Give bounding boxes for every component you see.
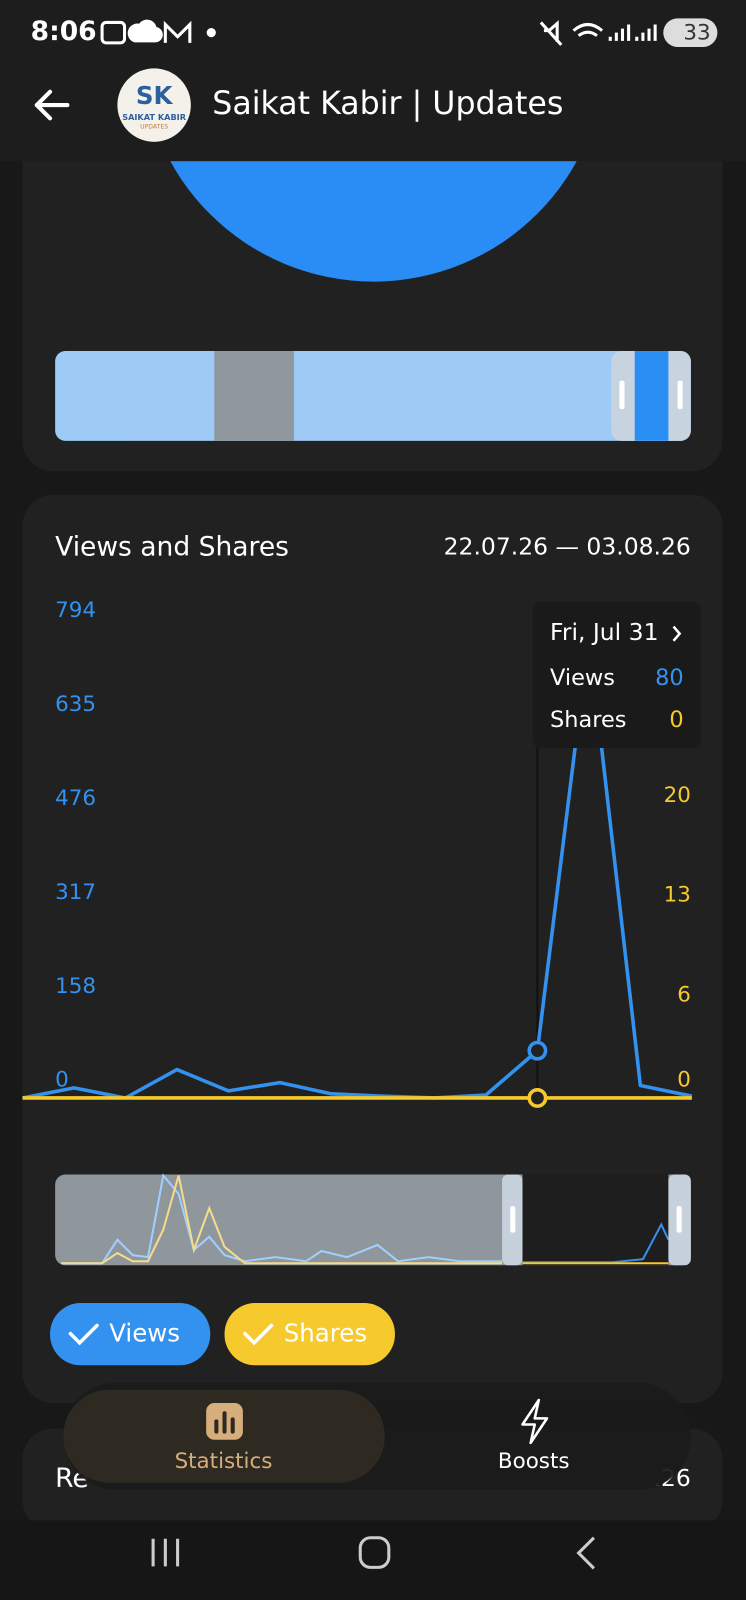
legend: Views Shares	[50, 1303, 395, 1366]
battery-level: 33	[683, 21, 710, 46]
plot: 0 158 317 476 635 794 0 6 13 20	[22, 598, 693, 1108]
back-button[interactable]	[34, 89, 70, 121]
legend-label[interactable]: Shares	[284, 1319, 367, 1348]
y-tick-label: 476	[55, 786, 96, 811]
highlight-point	[527, 1040, 548, 1061]
tooltip-value: 0	[669, 707, 683, 733]
boosts-icon[interactable]	[521, 1398, 549, 1445]
minimap-line	[61, 1173, 503, 1265]
slider-window	[634, 351, 669, 441]
minimap-line	[61, 1175, 503, 1265]
status-time: 8:06	[31, 16, 97, 47]
y2-tick-label: 6	[677, 982, 691, 1007]
tooltip-label: Shares	[550, 707, 626, 733]
home[interactable]	[358, 1536, 391, 1569]
slider-segment	[214, 351, 294, 441]
recent-apps[interactable]	[151, 1538, 180, 1567]
legend-toggle[interactable]	[50, 1303, 211, 1366]
y-tick-label: 794	[55, 598, 96, 623]
avatar-name: SAIKAT KABIR	[122, 112, 187, 122]
status-icons	[100, 19, 657, 46]
check-icon	[68, 1323, 99, 1346]
y-tick-label: 158	[55, 974, 96, 999]
handle-grip	[677, 380, 683, 410]
battery	[663, 18, 718, 47]
tooltip-label: Views	[550, 665, 615, 691]
tooltip-date: Fri, Jul 31	[550, 618, 658, 646]
highlight-point	[527, 1088, 548, 1108]
legend-toggle[interactable]	[224, 1303, 395, 1366]
avatar[interactable]	[117, 68, 191, 142]
avatar-initials: SK	[136, 81, 174, 110]
app-bar	[0, 0, 746, 162]
handle-grip	[510, 1206, 516, 1233]
avatar-sub: UPDATES	[140, 124, 168, 131]
handle-grip	[676, 1206, 682, 1233]
tooltip-value: 80	[655, 665, 684, 691]
minimap-window	[522, 1174, 669, 1266]
check-icon	[243, 1323, 274, 1346]
y-tick-label: 317	[55, 880, 96, 905]
nav-label[interactable]: Boosts	[498, 1449, 570, 1474]
y-tick-label: 635	[55, 692, 96, 717]
nav-label[interactable]: Statistics	[175, 1449, 273, 1474]
system-nav	[0, 1520, 746, 1600]
y2-tick-label: 13	[664, 883, 691, 908]
tooltip-box	[532, 602, 702, 748]
y2-tick-label: 0	[677, 1068, 691, 1093]
channel-title: Saikat Kabir | Updates	[212, 86, 563, 122]
legend-label[interactable]: Views	[109, 1319, 180, 1348]
y-tick-label: 0	[55, 1068, 69, 1093]
y2-tick-label: 20	[664, 783, 691, 808]
date-range: 22.07.26 — 03.08.26	[444, 532, 691, 560]
handle-grip	[619, 380, 625, 410]
chart-title: Views and Shares	[55, 531, 289, 562]
tooltip: Fri, Jul 31 Views 80 Shares 0	[532, 602, 702, 748]
tooltip-chevron[interactable]	[672, 625, 682, 642]
range-slider[interactable]	[55, 351, 691, 441]
statistics-icon-bars	[214, 1411, 235, 1434]
back[interactable]	[576, 1536, 596, 1570]
